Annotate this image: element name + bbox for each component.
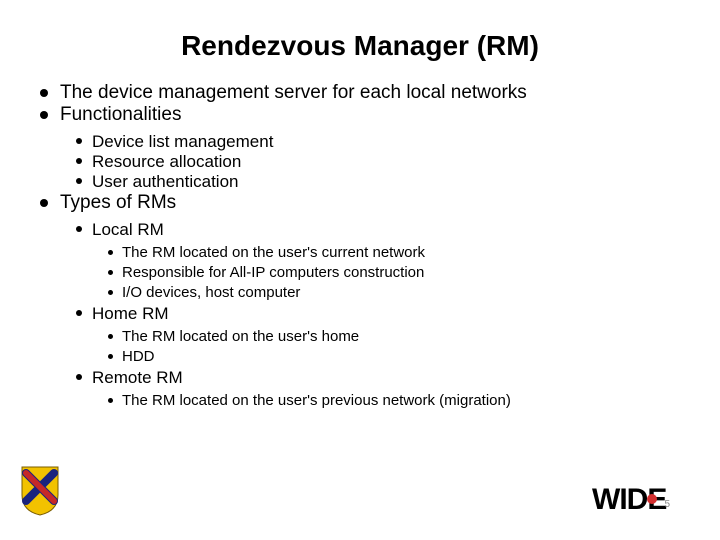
bullet-icon bbox=[108, 398, 113, 403]
list-item: Home RM bbox=[76, 304, 680, 324]
list-item-text: The RM located on the user's previous ne… bbox=[122, 392, 511, 409]
bullet-icon bbox=[40, 111, 48, 119]
bullet-icon bbox=[108, 270, 113, 275]
list-item: Resource allocation bbox=[76, 152, 680, 172]
bullet-icon bbox=[76, 138, 82, 144]
sublist: Local RM The RM located on the user's cur… bbox=[76, 220, 680, 409]
list-item-text: Responsible for All-IP computers constru… bbox=[122, 264, 424, 281]
sublist: The RM located on the user's previous ne… bbox=[108, 392, 680, 409]
list-item-text: The RM located on the user's home bbox=[122, 328, 359, 345]
outline-list: The device management server for each lo… bbox=[40, 82, 680, 409]
list-item-text: The RM located on the user's current net… bbox=[122, 244, 425, 261]
bullet-icon bbox=[76, 310, 82, 316]
slide-title: Rendezvous Manager (RM) bbox=[40, 30, 680, 62]
list-item: Remote RM bbox=[76, 368, 680, 388]
list-item-text: Device list management bbox=[92, 132, 273, 152]
bullet-icon bbox=[76, 226, 82, 232]
list-item: I/O devices, host computer bbox=[108, 284, 680, 301]
list-item: The device management server for each lo… bbox=[40, 82, 680, 104]
bullet-icon bbox=[40, 89, 48, 97]
list-item-text: Remote RM bbox=[92, 368, 183, 388]
sublist: Device list managementResource allocatio… bbox=[76, 132, 680, 192]
list-item: The RM located on the user's current net… bbox=[108, 244, 680, 261]
sublist: The RM located on the user's home HDD bbox=[108, 328, 680, 365]
list-item: Device list management bbox=[76, 132, 680, 152]
list-item-text: Resource allocation bbox=[92, 152, 241, 172]
list-item: The RM located on the user's previous ne… bbox=[108, 392, 680, 409]
list-item: Local RM bbox=[76, 220, 680, 240]
slide: Rendezvous Manager (RM) The device manag… bbox=[0, 0, 720, 540]
bullet-icon bbox=[40, 199, 48, 207]
list-item: User authentication bbox=[76, 172, 680, 192]
list-item: Functionalities bbox=[40, 104, 680, 126]
list-item-text: The device management server for each lo… bbox=[60, 82, 527, 104]
list-item: Types of RMs bbox=[40, 192, 680, 214]
bullet-icon bbox=[76, 158, 82, 164]
list-item: Responsible for All-IP computers constru… bbox=[108, 264, 680, 281]
sublist: The RM located on the user's current net… bbox=[108, 244, 680, 301]
wide-logo: WIDE bbox=[592, 481, 702, 522]
bullet-icon bbox=[108, 334, 113, 339]
list-item: The RM located on the user's home bbox=[108, 328, 680, 345]
list-item-text: Types of RMs bbox=[60, 192, 176, 214]
list-item-text: I/O devices, host computer bbox=[122, 284, 300, 301]
list-item-text: Local RM bbox=[92, 220, 164, 240]
bullet-icon bbox=[76, 374, 82, 380]
list-item-text: HDD bbox=[122, 348, 155, 365]
list-item-text: User authentication bbox=[92, 172, 238, 192]
page-number: 5 bbox=[664, 499, 670, 510]
bullet-icon bbox=[108, 250, 113, 255]
bullet-icon bbox=[76, 178, 82, 184]
list-item: HDD bbox=[108, 348, 680, 365]
list-item-text: Functionalities bbox=[60, 104, 181, 126]
bullet-icon bbox=[108, 354, 113, 359]
list-item-text: Home RM bbox=[92, 304, 169, 324]
university-logo bbox=[18, 465, 62, 522]
bullet-icon bbox=[108, 290, 113, 295]
